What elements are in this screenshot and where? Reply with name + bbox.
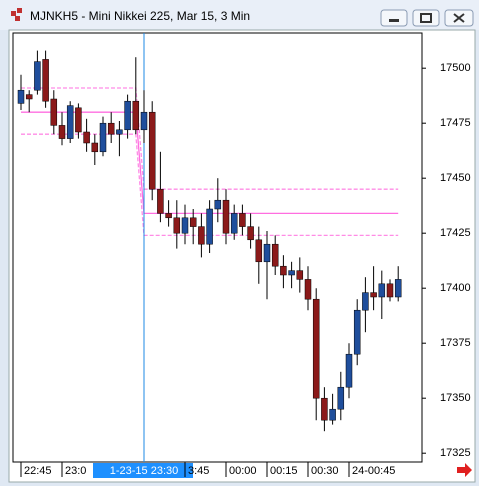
candle-body <box>280 265 287 276</box>
candle-body <box>173 217 181 234</box>
x-tick-label: 3:45 <box>188 465 209 477</box>
candle-body <box>58 125 66 139</box>
candle-body <box>222 199 230 234</box>
app-icon <box>11 8 22 21</box>
y-tick-label: 17375 <box>440 337 471 349</box>
x-tick-label: 00:15 <box>270 465 298 477</box>
y-tick-label: 17400 <box>440 282 471 294</box>
candle-body <box>370 292 377 298</box>
candle-body <box>321 397 328 421</box>
plot-area <box>12 32 423 463</box>
y-tick-label: 17325 <box>440 447 471 459</box>
candle-body <box>116 129 123 135</box>
window-title: MJNKH5 - Mini Nikkei 225, Mar 15, 3 Min <box>30 9 250 23</box>
candle-body <box>386 283 394 298</box>
candle-body <box>353 309 361 355</box>
candle-body <box>50 98 58 126</box>
candle-body <box>230 213 238 234</box>
y-tick-label: 17450 <box>440 172 471 184</box>
candle-body <box>296 270 304 280</box>
candle-body <box>124 100 131 131</box>
candle-body <box>66 105 74 139</box>
candle-body <box>247 226 254 241</box>
candle-body <box>362 292 369 311</box>
x-tick-label: 1-23-15 23:30 <box>110 465 179 477</box>
candle-body <box>271 243 279 267</box>
candle-body <box>214 199 222 210</box>
y-tick-label: 17475 <box>440 117 471 129</box>
cursor-label-bg <box>93 463 193 478</box>
candle-body <box>239 213 246 227</box>
x-tick-label: 00:00 <box>229 465 257 477</box>
candle-body <box>189 217 197 227</box>
candle-body <box>165 213 172 219</box>
indicator-line <box>21 87 399 190</box>
candle-body <box>25 94 33 100</box>
x-tick-label: 23:0 <box>65 465 86 477</box>
x-tick-label: 22:45 <box>24 465 52 477</box>
scroll-arrow[interactable] <box>457 463 472 477</box>
candle-body <box>288 270 295 276</box>
candle-body <box>75 107 82 133</box>
plot-layer: 17325 17350 17375 17400 17425 17450 17475 17500… <box>17 33 471 478</box>
candle-body <box>17 89 25 104</box>
candle-body <box>99 122 107 153</box>
y-tick-label: 17500 <box>440 62 471 74</box>
candle-body <box>83 131 90 144</box>
y-tick-label: 17425 <box>440 227 471 239</box>
candle-body <box>206 208 213 245</box>
candle-body <box>42 59 49 102</box>
x-tick-label: 24-00:45 <box>352 465 395 477</box>
candle-body <box>312 298 320 399</box>
candle-body <box>91 142 99 153</box>
maximize-button[interactable] <box>412 9 440 27</box>
candle-body <box>255 239 263 263</box>
candle-body <box>304 279 312 300</box>
candle-body <box>34 61 41 91</box>
candle-body <box>132 100 140 131</box>
y-tick-label: 17350 <box>440 392 471 404</box>
candle-body <box>394 279 402 298</box>
candle-body <box>345 353 353 388</box>
candle-body <box>148 111 156 190</box>
candle-body <box>378 283 386 298</box>
candle-body <box>157 188 164 214</box>
x-tick-label: 00:30 <box>311 465 339 477</box>
candle-body <box>107 122 115 135</box>
candle-body <box>337 386 345 410</box>
minimize-button[interactable] <box>380 9 408 27</box>
candle-body <box>198 226 205 245</box>
candle-body <box>181 217 189 234</box>
candle-body <box>263 243 271 263</box>
candle-body <box>329 408 336 421</box>
close-button[interactable] <box>444 9 474 27</box>
candle-body <box>140 111 148 131</box>
